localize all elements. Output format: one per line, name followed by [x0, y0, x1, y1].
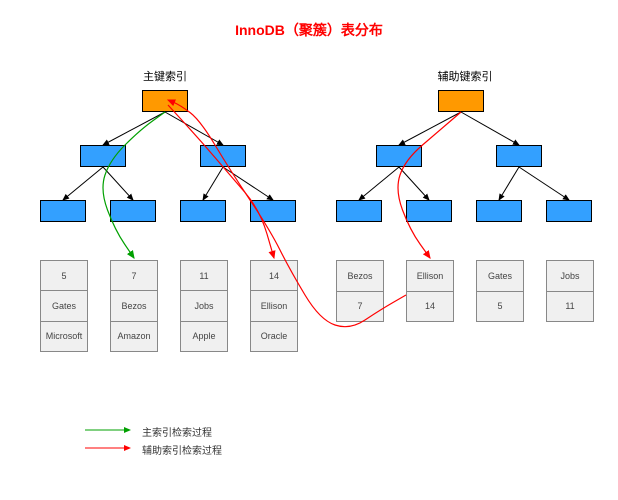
- tree-edge: [165, 112, 223, 145]
- right-mid2-node: [336, 200, 382, 222]
- leaf-cell: Jobs: [181, 291, 227, 321]
- tree-edge: [359, 167, 399, 200]
- leaf-cell: Jobs: [547, 261, 593, 292]
- right-leaf: Bezos7: [336, 260, 384, 322]
- left-root-node: [142, 90, 188, 112]
- right-leaf: Gates5: [476, 260, 524, 322]
- leaf-cell: 14: [251, 261, 297, 291]
- tree-edge: [103, 167, 133, 200]
- right-leaf: Ellison14: [406, 260, 454, 322]
- tree-edge: [399, 112, 461, 145]
- right-subtitle: 辅助键索引: [430, 68, 500, 84]
- diagram-title: InnoDB（聚簇）表分布: [0, 20, 618, 40]
- leaf-cell: 5: [41, 261, 87, 291]
- leaf-cell: 7: [111, 261, 157, 291]
- left-mid-node: [80, 145, 126, 167]
- legend-primary-label: 主索引检索过程: [142, 424, 212, 439]
- leaf-cell: Amazon: [111, 322, 157, 351]
- left-leaf: 7BezosAmazon: [110, 260, 158, 352]
- leaf-cell: 5: [477, 292, 523, 322]
- tree-edge: [223, 167, 273, 200]
- left-mid-node: [200, 145, 246, 167]
- tree-edge: [499, 167, 519, 200]
- right-mid2-node: [406, 200, 452, 222]
- leaf-cell: Gates: [477, 261, 523, 292]
- leaf-cell: Microsoft: [41, 322, 87, 351]
- left-mid2-node: [40, 200, 86, 222]
- leaf-cell: Oracle: [251, 322, 297, 351]
- tree-edge: [103, 112, 165, 145]
- right-mid-node: [376, 145, 422, 167]
- primary-search-path: [103, 112, 165, 258]
- tree-edge: [519, 167, 569, 200]
- left-subtitle: 主键索引: [135, 68, 195, 84]
- right-mid2-node: [546, 200, 592, 222]
- left-mid2-node: [110, 200, 156, 222]
- left-mid2-node: [180, 200, 226, 222]
- legend-secondary-label: 辅助索引检索过程: [142, 442, 222, 457]
- right-mid-node: [496, 145, 542, 167]
- right-mid2-node: [476, 200, 522, 222]
- tree-edge: [461, 112, 519, 145]
- left-mid2-node: [250, 200, 296, 222]
- leaf-cell: 7: [337, 292, 383, 322]
- leaf-cell: Gates: [41, 291, 87, 321]
- left-leaf: 14EllisonOracle: [250, 260, 298, 352]
- right-root-node: [438, 90, 484, 112]
- tree-edge: [203, 167, 223, 200]
- right-leaf: Jobs11: [546, 260, 594, 322]
- tree-edge: [399, 167, 429, 200]
- leaf-cell: Bezos: [111, 291, 157, 321]
- left-leaf: 5GatesMicrosoft: [40, 260, 88, 352]
- leaf-cell: Apple: [181, 322, 227, 351]
- tree-edge: [63, 167, 103, 200]
- left-leaf: 11JobsApple: [180, 260, 228, 352]
- leaf-cell: Bezos: [337, 261, 383, 292]
- leaf-cell: 14: [407, 292, 453, 322]
- leaf-cell: 11: [547, 292, 593, 322]
- edge-layer: [0, 0, 618, 500]
- secondary-search-path-right: [398, 112, 461, 258]
- leaf-cell: Ellison: [407, 261, 453, 292]
- secondary-search-path-down: [168, 105, 274, 258]
- leaf-cell: Ellison: [251, 291, 297, 321]
- leaf-cell: 11: [181, 261, 227, 291]
